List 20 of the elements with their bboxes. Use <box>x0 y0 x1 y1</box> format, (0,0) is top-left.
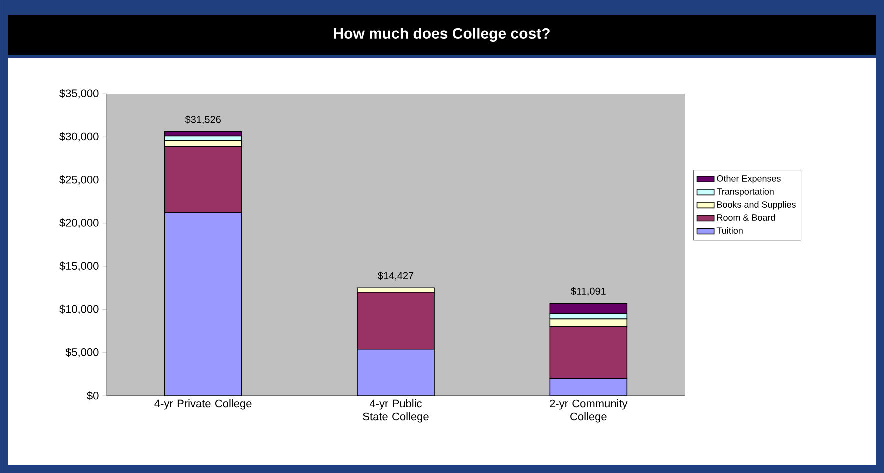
x-tick-label: 4-yr Public State College <box>363 400 429 423</box>
legend-label: Other Expenses <box>717 175 781 184</box>
y-tick-label: $35,000 <box>60 89 99 99</box>
y-tick-label: $20,000 <box>60 218 99 228</box>
x-tick-label: 2-yr Community College <box>550 400 628 423</box>
annotation: $11,091 <box>571 287 606 296</box>
annotation: $14,427 <box>378 272 414 281</box>
x-tick-label: 4-yr Private College <box>154 400 252 410</box>
legend-label: Room & Board <box>717 214 776 221</box>
legend-label: Books and Supplies <box>717 201 796 210</box>
y-tick-label: $15,000 <box>60 262 99 272</box>
legend-label: Transportation <box>716 188 774 197</box>
y-tick-label: $25,000 <box>60 176 99 186</box>
y-tick-label: $30,000 <box>60 132 99 142</box>
y-tick-label: $10,000 <box>60 304 99 314</box>
y-tick-label: $0 <box>87 392 99 400</box>
legend-label: Tuition <box>716 227 743 234</box>
chart-title: How much does College cost? <box>334 28 550 42</box>
annotation: $31,526 <box>185 116 221 124</box>
y-tick-label: $5,000 <box>66 348 99 358</box>
